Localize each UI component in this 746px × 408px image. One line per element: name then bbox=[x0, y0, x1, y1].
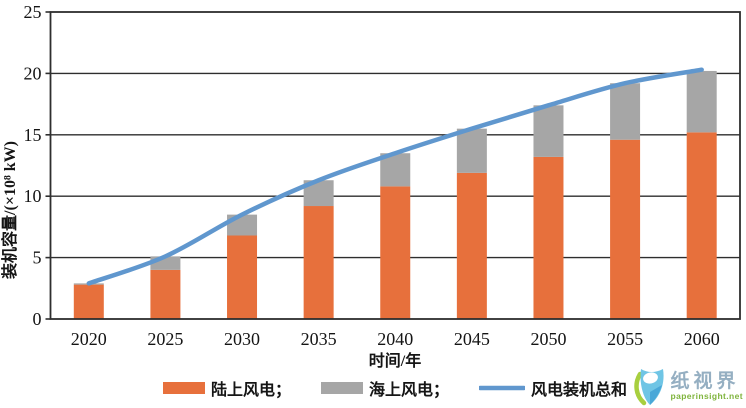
total-line-swatch-icon bbox=[479, 385, 525, 391]
legend-item-total: 风电装机总和 bbox=[479, 376, 627, 400]
x-tick-label-2040: 2040 bbox=[377, 329, 413, 349]
x-tick-label-2035: 2035 bbox=[301, 329, 337, 349]
x-tick-label-2025: 2025 bbox=[147, 329, 183, 349]
bar-onshore-2045 bbox=[456, 172, 487, 319]
bar-onshore-2020 bbox=[73, 284, 104, 319]
bar-offshore-2060 bbox=[686, 70, 717, 133]
watermark-name: 纸视界 bbox=[670, 370, 740, 392]
offshore-bar-swatch-icon bbox=[320, 382, 363, 394]
y-tick-label-25: 25 bbox=[24, 2, 42, 22]
legend-item-onshore: 陆上风电； bbox=[162, 376, 291, 400]
legend-item-offshore: 海上风电； bbox=[320, 376, 449, 400]
paperinsight-logo-icon bbox=[634, 369, 665, 406]
bar-onshore-2040 bbox=[380, 186, 411, 319]
y-tick-label-5: 5 bbox=[33, 248, 42, 268]
bar-offshore-2055 bbox=[610, 83, 641, 140]
plot-border bbox=[49, 11, 741, 320]
y-tick-label-10: 10 bbox=[24, 186, 42, 206]
total-line bbox=[86, 67, 704, 286]
bar-onshore-2035 bbox=[303, 206, 334, 319]
watermark: 纸视界 paperinsight.net bbox=[634, 366, 743, 406]
legend: 陆上风电； 海上风电； 风电装机总和 bbox=[50, 376, 740, 400]
y-tick-label-15: 15 bbox=[24, 125, 42, 145]
legend-label-offshore: 海上风电； bbox=[368, 382, 449, 399]
bar-offshore-2050 bbox=[533, 105, 564, 157]
plot-border-box bbox=[49, 11, 741, 320]
legend-label-onshore: 陆上风电； bbox=[210, 382, 291, 399]
x-tick-label-2020: 2020 bbox=[71, 329, 107, 349]
bar-onshore-2055 bbox=[610, 139, 641, 319]
y-tick-label-20: 20 bbox=[24, 63, 42, 83]
bar-offshore-2045 bbox=[456, 128, 487, 173]
bar-onshore-2030 bbox=[227, 235, 258, 319]
watermark-url: paperinsight.net bbox=[670, 390, 743, 401]
bar-onshore-2050 bbox=[533, 156, 564, 319]
x-axis-label: 时间/年 bbox=[369, 351, 421, 370]
legend-label-total: 风电装机总和 bbox=[531, 382, 628, 399]
x-tick-label-2050: 2050 bbox=[530, 329, 566, 349]
bars bbox=[73, 70, 717, 319]
bar-onshore-2025 bbox=[150, 269, 181, 319]
x-tick-label-2060: 2060 bbox=[684, 329, 720, 349]
y-tick-label-0: 0 bbox=[33, 309, 42, 329]
x-tick-label-2030: 2030 bbox=[224, 329, 260, 349]
y-axis-label: 装机容量/(×10⁸ kW) bbox=[0, 141, 19, 280]
x-tick-labels: 2020 2025 2030 2035 2040 2045 2050 2055 2060 bbox=[71, 329, 720, 349]
onshore-bar-swatch-icon bbox=[162, 382, 205, 394]
x-tick-label-2045: 2045 bbox=[454, 329, 490, 349]
y-tick-labels: 0 5 10 15 20 25 bbox=[24, 2, 42, 329]
total-line-path bbox=[86, 67, 704, 286]
bar-onshore-2060 bbox=[686, 132, 717, 319]
x-tick-label-2055: 2055 bbox=[607, 329, 643, 349]
